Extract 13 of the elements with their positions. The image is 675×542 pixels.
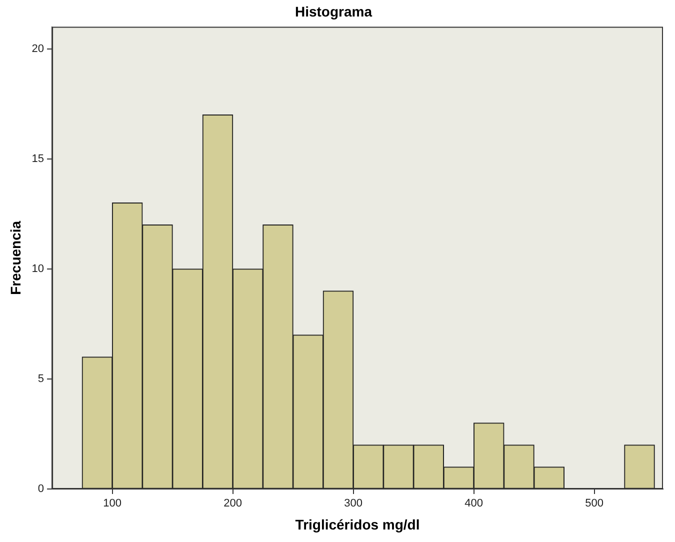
x-tick-label: 300: [344, 498, 362, 510]
x-tick-label: 200: [224, 498, 242, 510]
x-tick-label: 500: [585, 498, 604, 510]
y-tick-label: 5: [38, 372, 44, 385]
y-tick-label: 20: [32, 42, 44, 55]
chart-title: Histograma: [294, 3, 372, 20]
y-tick-label: 0: [38, 483, 44, 496]
y-tick-label: 10: [32, 262, 44, 275]
y-tick-label: 15: [32, 152, 44, 165]
x-tick-label: 100: [103, 498, 122, 510]
y-axis-title: Frecuencia: [7, 220, 24, 295]
x-axis-title: Triglicéridos mg/dl: [295, 516, 420, 532]
x-tick-label: 400: [464, 498, 483, 510]
